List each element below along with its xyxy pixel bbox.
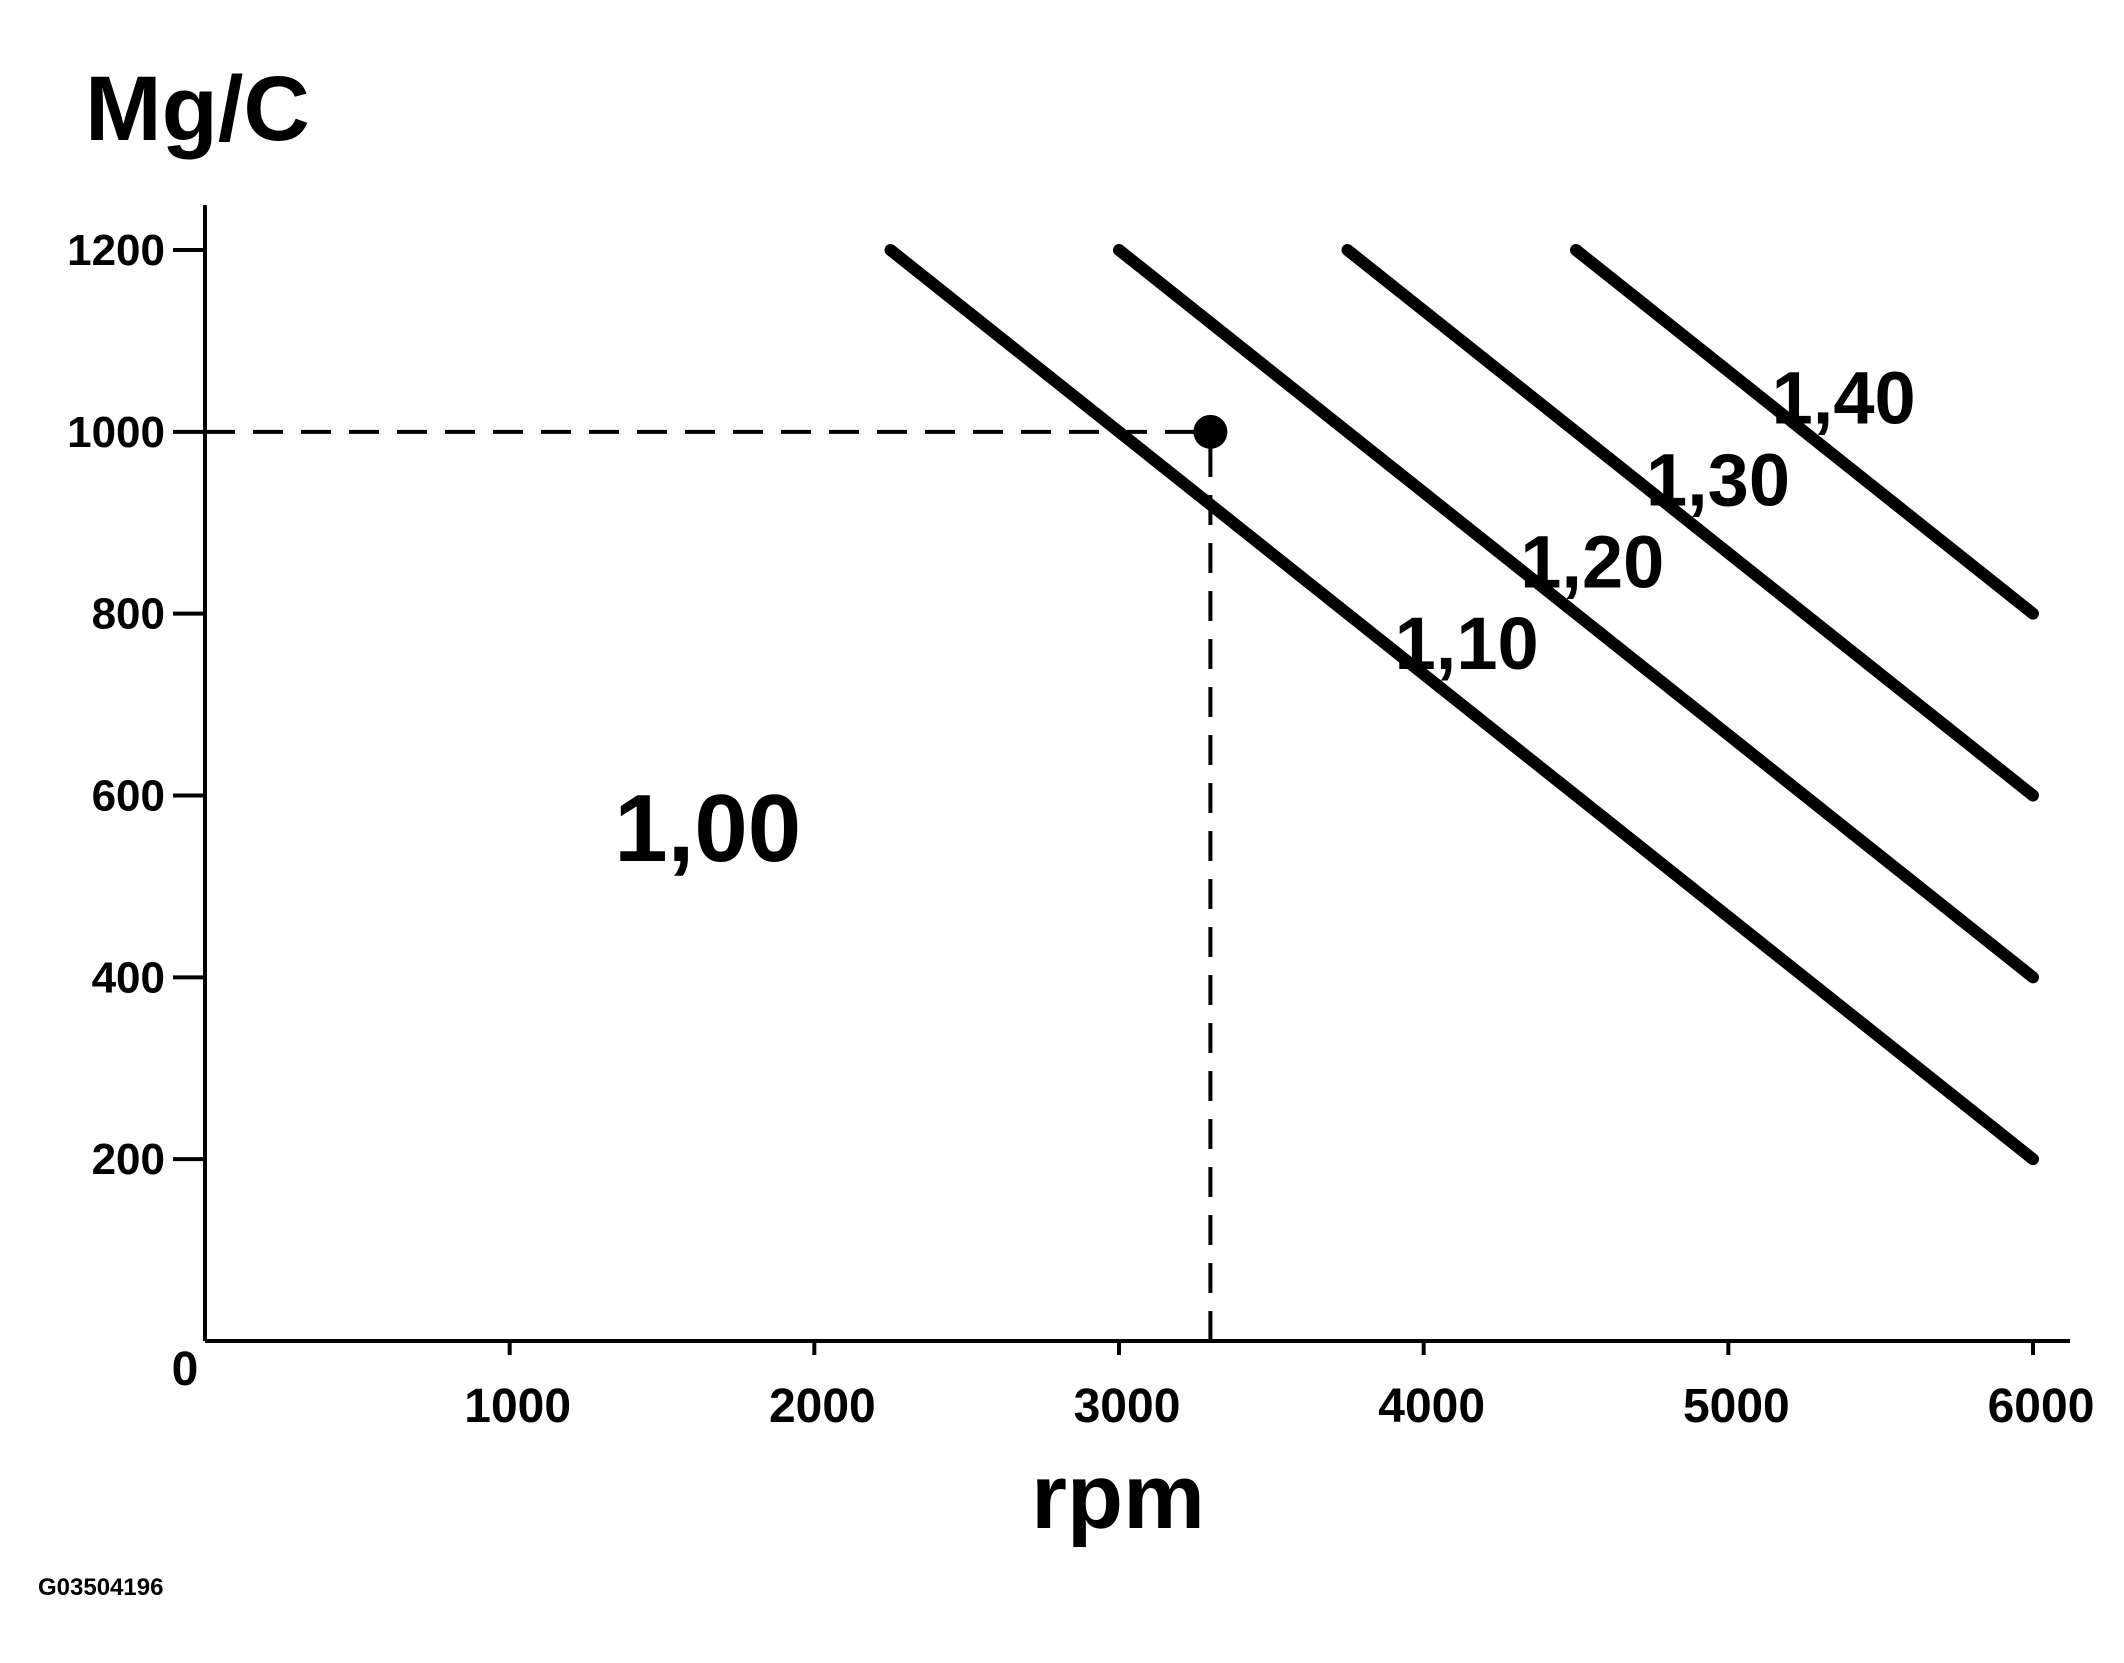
y-axis-label: Mg/C — [85, 58, 310, 160]
y-tick-label: 1200 — [67, 226, 165, 275]
y-tick-label: 400 — [92, 953, 165, 1002]
y-tick-label: 1000 — [67, 408, 165, 457]
reference-lines — [205, 429, 1213, 1341]
y-tick-label: 800 — [92, 590, 165, 639]
series-label: 1,30 — [1646, 438, 1790, 521]
x-tick-label: 5000 — [1683, 1380, 1790, 1433]
region-label: 1,00 — [614, 775, 801, 882]
y-tick-label: 200 — [92, 1135, 165, 1184]
axes — [203, 205, 2070, 1343]
y-tick-label: 600 — [92, 772, 165, 821]
x-tick-label: 3000 — [1074, 1380, 1181, 1433]
x-tick-label: 4000 — [1378, 1380, 1485, 1433]
series-lines — [884, 244, 2039, 1166]
series-line — [1570, 244, 2039, 620]
series-label: 1,10 — [1395, 602, 1539, 685]
figure-code: G03504196 — [38, 1574, 163, 1601]
series-line — [1341, 244, 2039, 802]
series-label: 1,20 — [1520, 520, 1664, 603]
ticks: 200 400 600 800 1000 1200 1000 2000 3000 4000 5000… — [67, 226, 2094, 1433]
series-line — [1113, 244, 2039, 984]
series-label: 1,40 — [1772, 357, 1916, 440]
x-tick-label: 1000 — [464, 1380, 571, 1433]
series-labels: 1,101,201,301,40 — [1395, 357, 1916, 685]
x-axis-label: rpm — [1031, 1446, 1205, 1548]
operating-point-marker — [1193, 414, 1228, 449]
markers — [1193, 414, 1228, 449]
x-tick-label: 6000 — [1988, 1380, 2095, 1433]
origin-label: 0 — [172, 1343, 199, 1396]
series-line — [884, 244, 2039, 1166]
x-tick-label: 2000 — [769, 1380, 876, 1433]
